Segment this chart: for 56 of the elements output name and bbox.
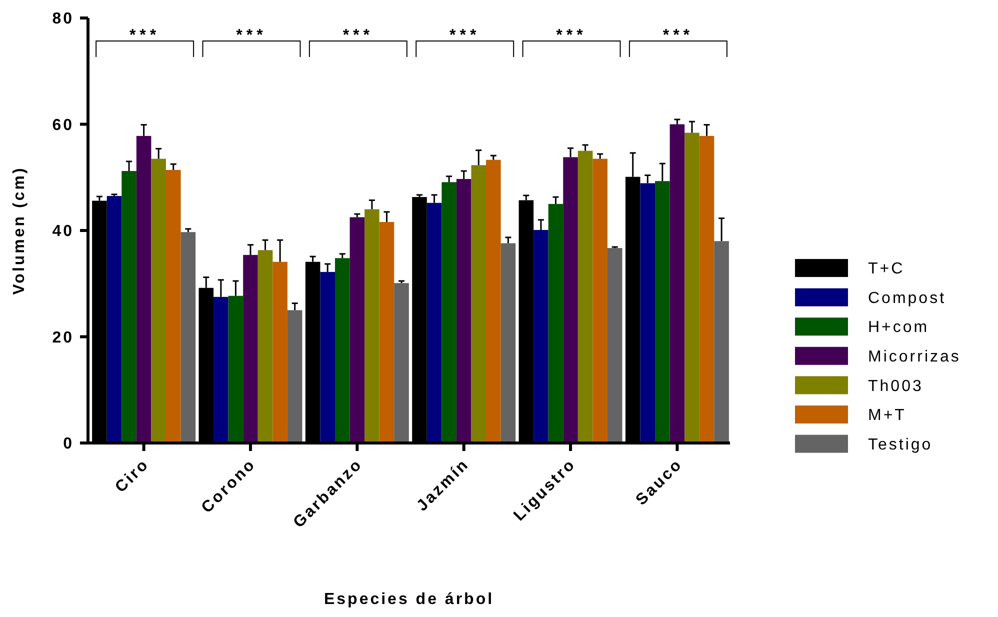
- bar: [258, 250, 273, 443]
- bar: [699, 136, 714, 443]
- bar: [607, 248, 622, 443]
- legend-label: H+com: [868, 319, 930, 336]
- bar: [486, 160, 501, 443]
- bar: [320, 272, 335, 443]
- bar: [684, 132, 700, 443]
- annotation: ***: [129, 27, 160, 44]
- annotation: ***: [236, 27, 267, 44]
- bar: [578, 150, 593, 443]
- y-tick-label: 20: [52, 329, 74, 346]
- legend-label: M+T: [868, 407, 906, 424]
- bar: [442, 182, 456, 443]
- annotation: ***: [449, 27, 480, 44]
- legend-label: Micorrizas: [868, 348, 961, 366]
- bar: [106, 196, 122, 443]
- bar: [471, 165, 486, 443]
- bar: [243, 254, 258, 443]
- bar: [714, 241, 729, 443]
- annotation: ***: [342, 27, 374, 44]
- bar: [136, 136, 152, 443]
- bar: [548, 204, 564, 443]
- bar: [670, 124, 685, 443]
- bar: [534, 230, 548, 443]
- bar: [563, 157, 578, 443]
- legend-label: Compost: [868, 290, 946, 307]
- y-tick-label: 40: [52, 223, 74, 240]
- bar: [350, 217, 365, 443]
- bar: [394, 283, 409, 443]
- bar: [334, 258, 350, 443]
- bar: [592, 158, 608, 443]
- x-axis-title: Especies de árbol: [324, 591, 494, 608]
- y-tick-label: 0: [63, 436, 74, 453]
- bar: [180, 232, 196, 443]
- y-tick-label: 60: [52, 116, 74, 134]
- bar: [640, 183, 656, 443]
- annotation: ***: [556, 27, 587, 44]
- bar: [364, 209, 380, 443]
- bar: [379, 222, 394, 443]
- bar: [456, 178, 472, 443]
- bar: [655, 181, 670, 443]
- legend-label: T+C: [868, 260, 905, 278]
- bar: [122, 171, 136, 443]
- bar: [287, 310, 302, 443]
- y-axis-title: Volumen (cm): [11, 166, 28, 295]
- y-tick-label: 80: [52, 10, 74, 28]
- annotation: ***: [662, 27, 694, 44]
- legend-label: Testigo: [868, 436, 933, 454]
- bar: [151, 158, 166, 443]
- bar: [272, 262, 288, 443]
- bar: [426, 202, 442, 443]
- bar: [166, 170, 181, 443]
- legend-label: Th003: [868, 378, 924, 395]
- bar: [214, 296, 228, 443]
- bar: [228, 296, 244, 443]
- bar: [500, 243, 516, 443]
